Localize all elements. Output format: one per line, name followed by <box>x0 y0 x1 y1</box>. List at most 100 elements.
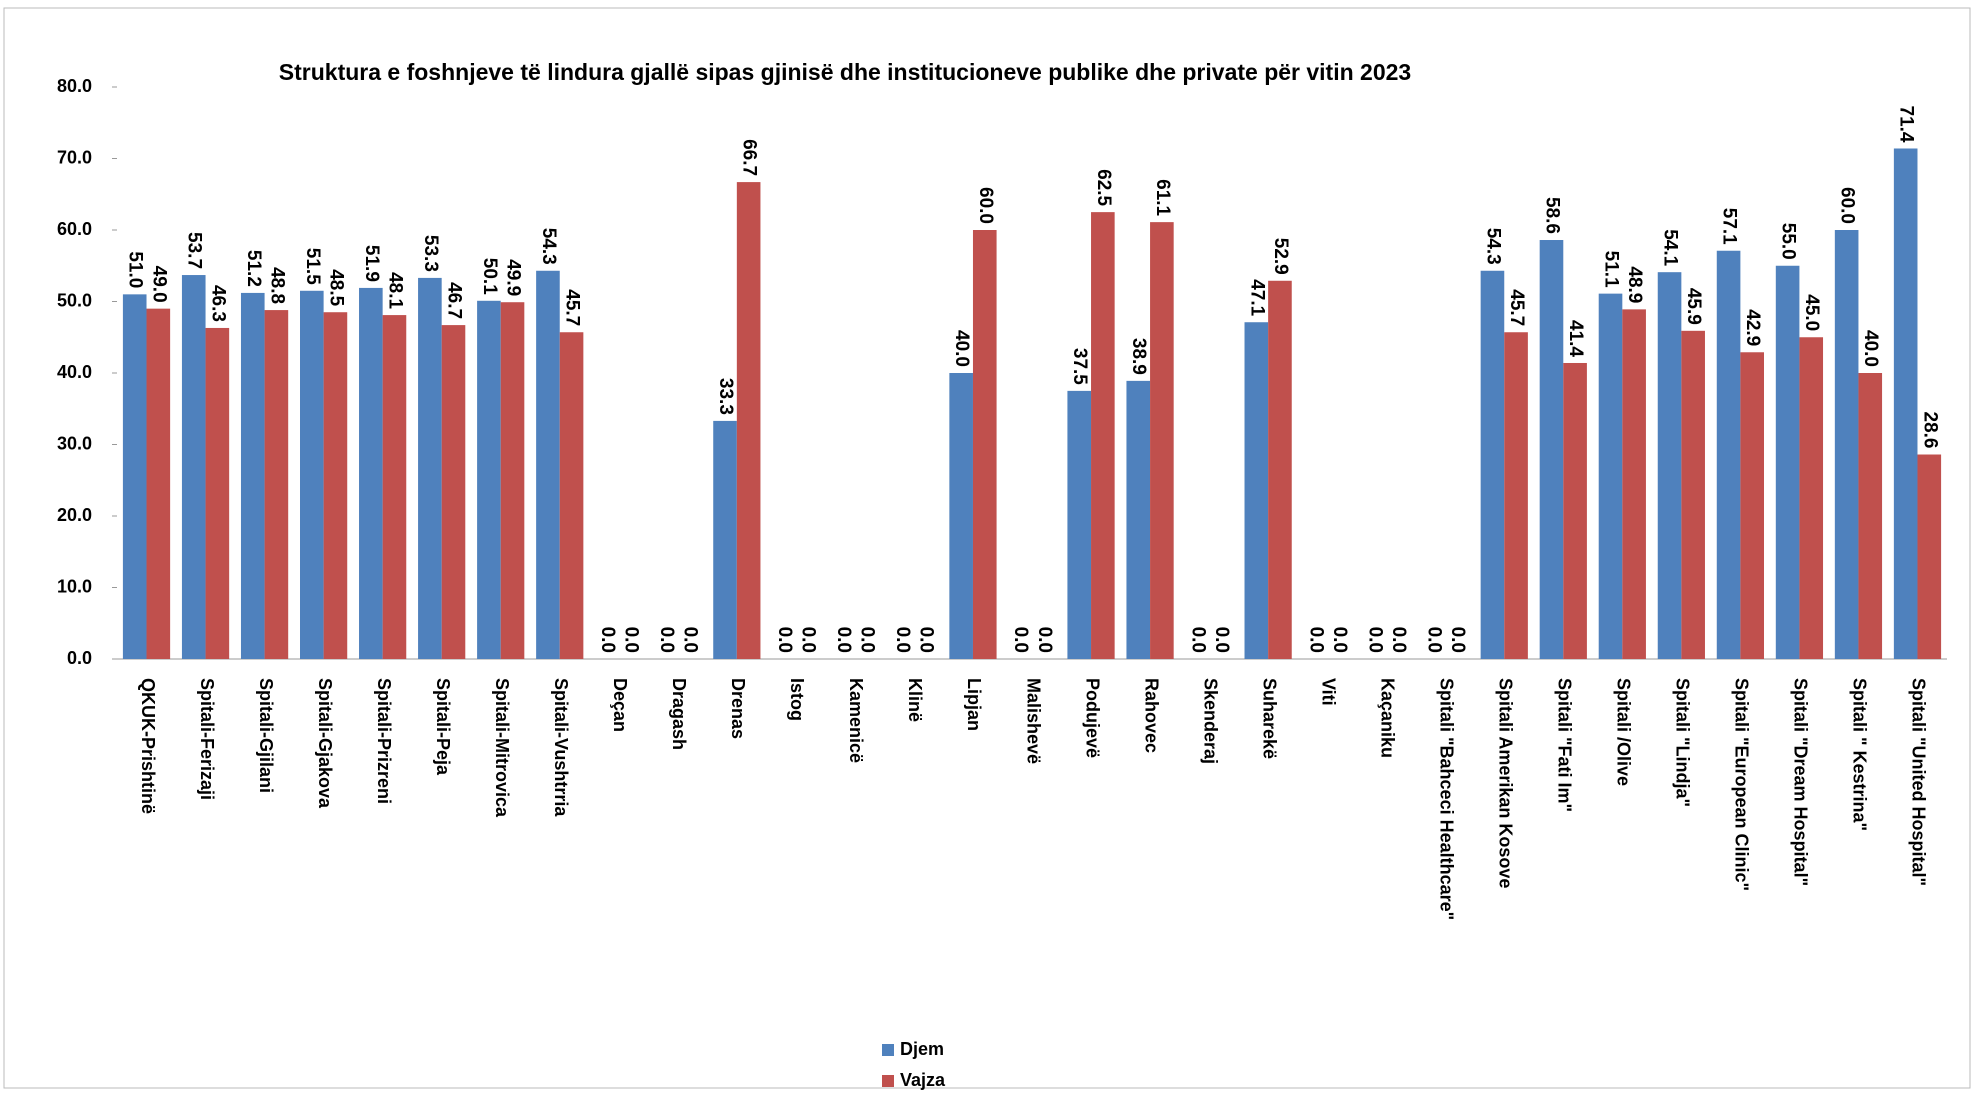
data-label: 33.3 <box>715 378 736 415</box>
bar <box>1091 212 1115 659</box>
bar <box>323 312 348 659</box>
data-label: 0.0 <box>1447 627 1468 653</box>
x-tick-label: Deçan <box>610 678 630 732</box>
x-tick-label: Spitali-Gjilani <box>256 678 276 793</box>
data-label: 0.0 <box>680 627 701 653</box>
data-label: 38.9 <box>1128 338 1149 375</box>
data-label: 0.0 <box>1010 627 1031 653</box>
data-label: 45.0 <box>1801 294 1822 331</box>
data-label: 48.8 <box>266 267 287 304</box>
bar <box>1150 222 1174 659</box>
bar <box>1504 332 1528 659</box>
x-tick-label: Spitali "United Hospital" <box>1909 678 1929 886</box>
bar <box>1775 265 1800 659</box>
y-tick-label: 0.0 <box>67 648 92 668</box>
data-label: 48.9 <box>1624 266 1645 303</box>
y-tick-label: 10.0 <box>57 576 92 596</box>
x-tick-label: Skenderaj <box>1200 678 1220 764</box>
data-label: 49.0 <box>148 266 169 303</box>
x-tick-label: Spitali-Ferizaji <box>197 678 217 800</box>
bar <box>359 287 383 659</box>
bar <box>1716 250 1741 660</box>
chart-frame <box>3 7 1971 1089</box>
data-label: 28.6 <box>1919 412 1940 449</box>
data-label: 54.1 <box>1660 229 1681 266</box>
data-label: 57.1 <box>1719 208 1740 245</box>
chart-title: Struktura e foshnjeve të lindura gjallë … <box>279 59 1411 85</box>
data-label: 53.3 <box>420 235 441 272</box>
x-tick-label: Spitali "Lindja" <box>1673 678 1693 807</box>
data-label: 40.0 <box>951 330 972 367</box>
data-label: 0.0 <box>857 627 878 653</box>
data-label: 51.0 <box>125 251 146 288</box>
x-tick-label: Kaçaniku <box>1377 678 1397 758</box>
x-tick-label: Spitali " Kestrina" <box>1850 678 1870 831</box>
x-tick-label: Spitali "European Clinic" <box>1732 678 1752 891</box>
data-label: 0.0 <box>833 627 854 653</box>
bar <box>1917 454 1942 659</box>
data-label: 61.1 <box>1152 179 1173 216</box>
data-label: 0.0 <box>1211 627 1232 653</box>
data-label: 60.0 <box>1837 187 1858 224</box>
x-tick-label: Dragash <box>669 678 689 750</box>
data-label: 55.0 <box>1778 223 1799 260</box>
data-label: 0.0 <box>1329 627 1350 653</box>
bar <box>1563 362 1587 659</box>
bar <box>1480 270 1505 659</box>
bar <box>949 373 973 659</box>
data-label: 0.0 <box>1305 627 1326 653</box>
data-label: 50.1 <box>479 258 500 295</box>
x-tick-label: Kamenicë <box>846 678 866 763</box>
data-label: 54.3 <box>538 228 559 265</box>
data-label: 60.0 <box>975 187 996 224</box>
data-label: 0.0 <box>656 627 677 653</box>
bar <box>441 325 466 659</box>
x-tick-label: Spitali-Gjakova <box>315 678 335 809</box>
x-tick-label: Spitali "Dream Hospital" <box>1791 678 1811 886</box>
data-label: 41.4 <box>1565 320 1586 357</box>
x-tick-label: Drenas <box>728 678 748 739</box>
bar <box>1622 309 1646 659</box>
bar <box>1067 390 1092 659</box>
data-label: 46.3 <box>207 285 228 322</box>
data-label: 48.1 <box>384 272 405 309</box>
data-label: 0.0 <box>621 627 642 653</box>
bar <box>181 275 206 659</box>
data-label: 51.5 <box>302 248 323 285</box>
x-tick-label: Istog <box>787 678 807 721</box>
legend-label: Vajza <box>900 1070 946 1090</box>
data-label: 52.9 <box>1270 238 1291 275</box>
data-label: 62.5 <box>1093 169 1114 206</box>
data-label: 0.0 <box>1423 627 1444 653</box>
data-label: 0.0 <box>798 627 819 653</box>
x-tick-label: Spitali "Bahceci Healthcare" <box>1436 678 1456 920</box>
x-tick-label: Suharekë <box>1259 678 1279 759</box>
bar <box>1799 337 1824 659</box>
x-tick-label: Viti <box>1318 678 1338 706</box>
bar <box>1834 230 1859 659</box>
data-label: 37.5 <box>1069 348 1090 385</box>
bar <box>1893 148 1918 660</box>
bar <box>713 420 737 659</box>
x-tick-label: Spitali-Vushtrria <box>551 678 571 817</box>
data-label: 66.7 <box>739 139 760 176</box>
x-tick-label: Klinë <box>905 678 925 722</box>
data-label: 0.0 <box>892 627 913 653</box>
data-label: 0.0 <box>1388 627 1409 653</box>
bar <box>1657 272 1682 659</box>
bar <box>1858 373 1883 659</box>
x-tick-label: Spitali Amerikan Kosove <box>1496 678 1516 888</box>
data-label: 51.2 <box>243 250 264 287</box>
bar <box>477 300 501 659</box>
y-tick-label: 50.0 <box>57 290 92 310</box>
bar <box>382 315 407 659</box>
data-label: 46.7 <box>443 282 464 319</box>
bar <box>300 290 324 659</box>
data-label: 45.9 <box>1683 288 1704 325</box>
bar <box>559 332 584 659</box>
legend-swatch <box>882 1044 894 1056</box>
data-label: 53.7 <box>184 232 205 269</box>
data-label: 49.9 <box>503 259 524 296</box>
data-label: 58.6 <box>1541 197 1562 234</box>
